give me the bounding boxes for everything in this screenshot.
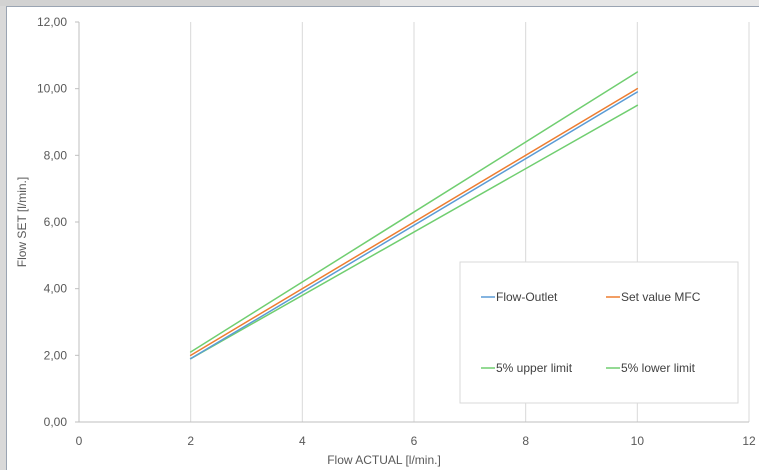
series-layer (189, 71, 639, 360)
legend-box (459, 261, 739, 404)
y-tick-label-6: 6,00 (44, 215, 68, 229)
x-tick-label-6: 6 (411, 434, 418, 448)
window-top-strip-light (380, 0, 759, 6)
x-tick-label-4: 4 (299, 434, 306, 448)
x-axis-title: Flow ACTUAL [l/min.] (327, 453, 441, 467)
legend: Flow-Outlet Set value MFC 5% upper limit 5%… (459, 261, 739, 404)
y-tick-labels: 0,00 2,00 4,00 6,00 8,00 10,00 12,00 (37, 15, 67, 429)
y-tick-label-4: 4,00 (44, 282, 68, 296)
x-tick-label-0: 0 (76, 434, 83, 448)
x-tick-label-12: 12 (742, 434, 756, 448)
series-line-5-lower-limit (189, 104, 639, 360)
y-tick-label-0: 0,00 (44, 415, 68, 429)
series-line-5-upper-limit (189, 71, 639, 353)
x-tick-label-2: 2 (187, 434, 194, 448)
x-tick-labels: 0 2 4 6 8 10 12 (76, 434, 756, 448)
legend-label-5-upper-limit: 5% upper limit (496, 361, 573, 375)
series-line-flow-outlet (189, 91, 639, 360)
x-tick-label-8: 8 (522, 434, 529, 448)
x-tick-label-10: 10 (631, 434, 645, 448)
axes (75, 21, 749, 423)
series-line-set-value-mfc (189, 87, 639, 357)
legend-label-5-lower-limit: 5% lower limit (621, 361, 696, 375)
y-tick-label-12: 12,00 (37, 15, 67, 29)
legend-label-set-value-mfc: Set value MFC (621, 290, 701, 304)
legend-label-flow-outlet: Flow-Outlet (496, 290, 558, 304)
y-axis-title: Flow SET [l/min.] (15, 177, 29, 267)
y-tick-label-8: 8,00 (44, 148, 68, 162)
y-tick-label-10: 10,00 (37, 82, 67, 96)
window-top-strip (0, 0, 759, 6)
y-tick-label-2: 2,00 (44, 348, 68, 362)
